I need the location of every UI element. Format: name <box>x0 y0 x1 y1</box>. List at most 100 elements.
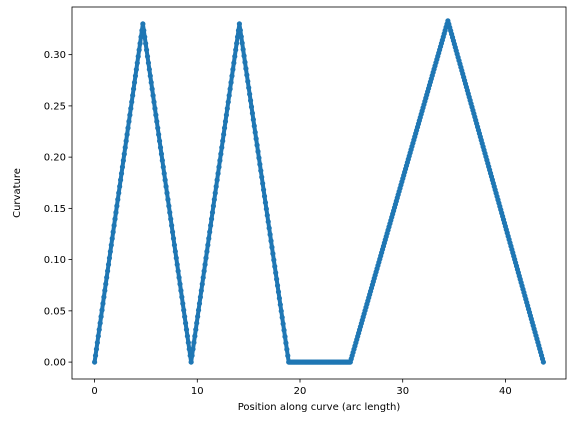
data-point <box>129 99 135 105</box>
data-point <box>118 170 125 177</box>
data-point <box>245 78 251 84</box>
data-point <box>109 235 115 242</box>
data-point <box>191 339 197 346</box>
data-point <box>112 216 118 222</box>
data-point <box>113 209 119 216</box>
data-point <box>219 144 225 151</box>
data-point <box>181 307 187 313</box>
data-point <box>270 251 276 257</box>
data-point <box>284 346 290 352</box>
data-point <box>167 209 173 216</box>
data-point <box>155 125 161 131</box>
y-tick-label: 0.25 <box>44 101 66 112</box>
data-point <box>130 86 137 92</box>
data-point <box>234 40 240 47</box>
y-axis: 0.00 0.05 0.10 0.15 0.20 0.25 0.30 <box>44 50 72 369</box>
data-point <box>143 40 149 47</box>
data-point <box>180 300 186 307</box>
data-point <box>115 196 121 203</box>
data-point <box>195 313 201 320</box>
data-point <box>186 346 192 352</box>
x-tick-label: 20 <box>294 386 307 397</box>
data-point <box>133 66 139 73</box>
data-point <box>226 92 232 99</box>
data-point <box>232 53 238 60</box>
data-point <box>266 225 272 231</box>
data-point <box>163 183 169 190</box>
data-point <box>159 157 165 164</box>
data-point <box>169 222 175 229</box>
x-tick-label: 40 <box>499 386 512 397</box>
data-point <box>93 346 100 352</box>
y-tick-label: 0.30 <box>44 50 66 61</box>
data-point <box>250 117 256 123</box>
axes-frame <box>71 6 567 380</box>
data-point <box>285 353 291 359</box>
data-point <box>154 118 160 125</box>
data-point <box>267 231 273 238</box>
data-point <box>193 326 199 333</box>
data-point <box>198 287 204 294</box>
data-point <box>106 255 113 261</box>
data-point <box>125 125 131 131</box>
data-point <box>97 320 103 326</box>
data-point <box>211 196 217 203</box>
data-point <box>161 170 167 177</box>
data-point <box>164 190 170 196</box>
data-point <box>103 281 109 287</box>
data-point <box>96 326 102 333</box>
data-point <box>258 168 264 174</box>
data-point <box>170 235 177 242</box>
data-point <box>144 53 151 60</box>
data-point <box>260 187 267 193</box>
data-point <box>156 131 162 138</box>
data-point <box>281 327 287 333</box>
data-point <box>223 112 230 118</box>
data-point <box>174 261 180 268</box>
data-point <box>157 144 164 151</box>
data-point <box>269 244 275 250</box>
data-point <box>123 138 129 144</box>
data-point <box>182 320 189 326</box>
data-point <box>127 112 133 118</box>
data-point <box>137 40 143 47</box>
data-point <box>280 321 286 327</box>
data-point <box>156 138 163 144</box>
x-tick-label: 30 <box>396 386 409 397</box>
data-point <box>210 203 217 209</box>
y-tick-label: 0.15 <box>44 204 66 215</box>
data-point <box>183 326 190 333</box>
data-point <box>236 21 243 27</box>
data-point <box>248 104 255 110</box>
data-point <box>138 34 144 40</box>
data-point <box>120 157 126 164</box>
data-point <box>182 313 188 320</box>
data-point <box>131 79 138 86</box>
data-point <box>274 282 281 289</box>
data-point <box>228 79 234 86</box>
data-point <box>152 105 158 112</box>
data-point <box>212 190 218 196</box>
data-point <box>202 261 208 268</box>
data-point <box>92 352 99 359</box>
data-point <box>254 142 260 148</box>
data-point <box>244 72 250 78</box>
data-point <box>148 79 154 86</box>
data-point <box>172 248 178 255</box>
data-point <box>175 268 181 274</box>
data-point <box>189 352 195 359</box>
data-point <box>143 47 150 53</box>
data-point <box>209 209 216 216</box>
data-point <box>268 238 274 244</box>
data-point <box>275 289 282 295</box>
data-point <box>101 294 107 300</box>
data-point <box>276 295 283 301</box>
data-point <box>247 91 253 97</box>
data-point <box>95 333 101 339</box>
data-point <box>165 196 171 203</box>
data-point <box>111 222 117 229</box>
data-point <box>102 287 108 294</box>
data-point <box>216 164 222 170</box>
data-point <box>199 281 205 287</box>
data-point <box>282 333 288 340</box>
